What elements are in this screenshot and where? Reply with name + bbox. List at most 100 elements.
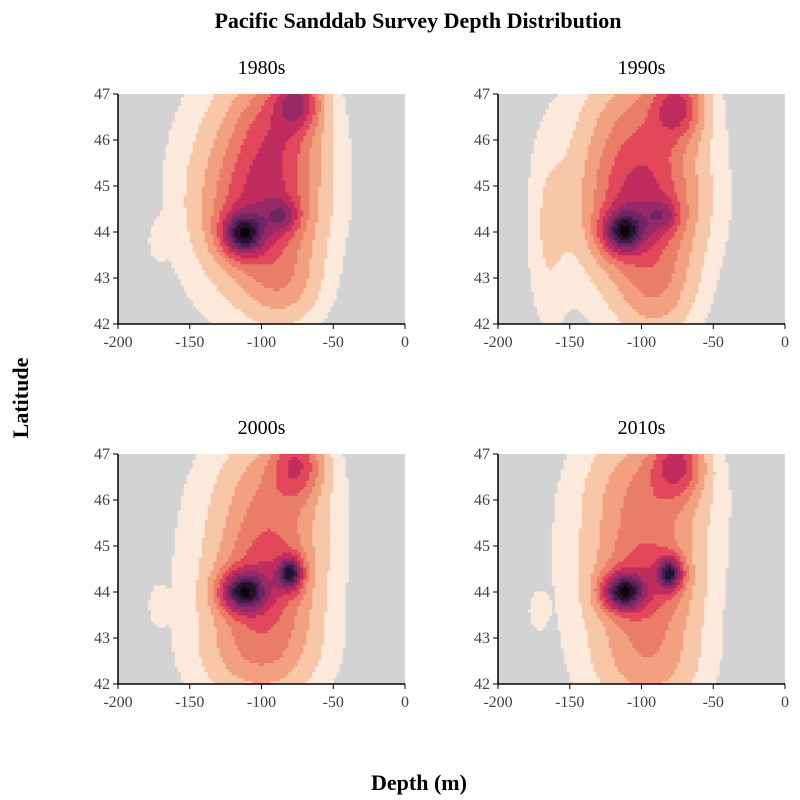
density-cell xyxy=(339,258,343,262)
density-cell xyxy=(279,318,283,322)
density-cell xyxy=(180,207,185,211)
density-cell xyxy=(339,261,343,265)
density-cell xyxy=(195,261,200,265)
density-cell xyxy=(192,252,197,256)
density-cell xyxy=(291,315,295,319)
density-cell xyxy=(623,111,627,116)
density-cell xyxy=(219,198,224,202)
density-cell xyxy=(249,183,253,187)
density-cell xyxy=(198,243,203,247)
density-cell xyxy=(318,156,322,161)
density-cell xyxy=(309,156,313,161)
density-cell xyxy=(210,252,215,256)
density-cell xyxy=(327,303,331,307)
density-cell xyxy=(189,291,194,295)
density-cell xyxy=(608,105,612,110)
density-cell xyxy=(692,96,696,101)
density-cell xyxy=(333,270,337,274)
density-cell xyxy=(279,171,283,176)
density-cell xyxy=(300,102,304,107)
density-cell xyxy=(339,189,343,193)
density-cell xyxy=(198,117,203,122)
density-cell xyxy=(300,177,304,182)
density-cell xyxy=(156,255,161,259)
density-cell xyxy=(312,192,316,196)
density-cell xyxy=(321,141,325,146)
density-cell xyxy=(189,297,194,301)
density-cell xyxy=(261,318,265,322)
density-cell xyxy=(210,192,215,196)
density-cell xyxy=(156,249,161,253)
density-cell xyxy=(623,114,627,119)
density-cell xyxy=(327,255,331,259)
density-cell xyxy=(285,315,289,319)
density-cell xyxy=(180,132,185,137)
density-cell xyxy=(336,94,340,98)
density-cell xyxy=(288,264,292,268)
density-cell xyxy=(246,210,250,214)
density-cell xyxy=(255,288,259,292)
density-cell xyxy=(273,309,277,313)
density-cell xyxy=(276,246,280,250)
density-cell xyxy=(282,234,286,238)
density-cell xyxy=(195,240,200,244)
density-cell xyxy=(333,150,337,155)
density-cell xyxy=(345,231,349,235)
density-cell xyxy=(222,180,227,185)
density-cell xyxy=(297,288,301,292)
density-cell xyxy=(276,216,280,220)
density-cell xyxy=(267,240,271,244)
density-cell xyxy=(324,132,328,137)
density-cell xyxy=(662,105,666,110)
density-cell xyxy=(321,159,325,164)
density-cell xyxy=(336,171,340,176)
density-cell xyxy=(195,120,200,125)
density-cell xyxy=(270,126,274,131)
density-cell xyxy=(258,312,262,316)
density-cell xyxy=(650,99,654,104)
density-cell xyxy=(270,111,274,116)
density-cell xyxy=(303,312,307,316)
density-cell xyxy=(192,237,197,241)
density-cell xyxy=(656,108,660,113)
density-cell xyxy=(300,231,304,235)
density-cell xyxy=(219,237,224,241)
density-cell xyxy=(318,279,322,283)
density-cell xyxy=(258,216,262,220)
density-cell xyxy=(342,111,346,116)
density-cell xyxy=(213,234,218,238)
density-cell xyxy=(303,198,307,202)
density-cell xyxy=(216,264,221,268)
density-cell xyxy=(300,156,304,161)
density-cell xyxy=(656,114,660,119)
density-cell xyxy=(560,114,565,119)
density-cell xyxy=(662,96,666,101)
density-cell xyxy=(198,183,203,187)
density-cell xyxy=(273,138,277,143)
density-cell xyxy=(240,177,244,182)
density-cell xyxy=(201,108,206,113)
density-cell xyxy=(189,243,194,247)
density-cell xyxy=(303,165,307,170)
density-cell xyxy=(345,174,349,179)
density-cell xyxy=(617,111,621,116)
density-cell xyxy=(165,180,170,185)
density-cell xyxy=(276,276,280,280)
density-cell xyxy=(327,207,331,211)
density-cell xyxy=(231,288,235,292)
density-cell xyxy=(198,108,203,113)
density-cell xyxy=(345,123,349,128)
density-cell xyxy=(234,315,238,319)
density-cell xyxy=(243,195,247,199)
density-cell xyxy=(309,303,313,307)
density-cell xyxy=(192,165,197,170)
density-cell xyxy=(177,207,182,211)
density-cell xyxy=(234,282,238,286)
density-cell xyxy=(183,237,188,241)
density-cell xyxy=(204,282,209,286)
density-cell xyxy=(243,231,247,235)
density-cell xyxy=(231,219,235,223)
density-cell xyxy=(231,156,235,161)
density-cell xyxy=(225,138,230,143)
density-cell xyxy=(159,252,164,256)
